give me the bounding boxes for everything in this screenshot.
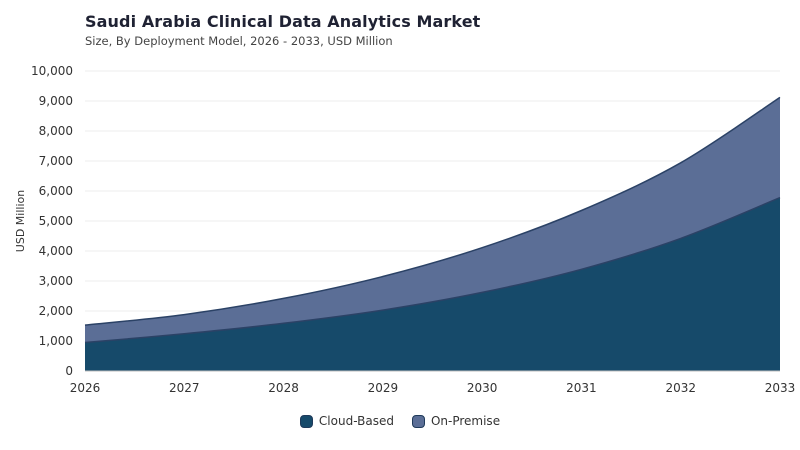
chart-title: Saudi Arabia Clinical Data Analytics Mar…: [85, 12, 481, 31]
legend-swatch-cloud-based: [299, 414, 313, 428]
y-tick-label: 10,000: [31, 64, 73, 78]
y-tick-label: 6,000: [39, 184, 73, 198]
x-tick-label: 2030: [467, 381, 498, 395]
area-cloud-based: [85, 197, 780, 371]
series-line-on-premise: [84, 96, 781, 326]
legend: Cloud-Based On-Premise: [0, 414, 800, 428]
series-line-cloud-based: [84, 196, 781, 344]
y-tick-label: 9,000: [39, 94, 73, 108]
legend-swatch-on-premise: [411, 414, 425, 428]
y-axis-title: USD Million: [14, 190, 27, 252]
x-tick-label: 2028: [268, 381, 299, 395]
y-tick-label: 0: [65, 364, 73, 378]
x-tick-label: 2029: [368, 381, 399, 395]
chart-subtitle: Size, By Deployment Model, 2026 - 2033, …: [85, 34, 393, 48]
legend-label-cloud-based: Cloud-Based: [318, 414, 394, 428]
y-tick-label: 1,000: [39, 334, 73, 348]
legend-label-on-premise: On-Premise: [430, 414, 501, 428]
area-on-premise: [85, 97, 780, 343]
x-tick-label: 2031: [566, 381, 597, 395]
y-tick-label: 2,000: [39, 304, 73, 318]
x-tick-label: 2027: [169, 381, 200, 395]
y-tick-label: 3,000: [39, 274, 73, 288]
legend-item-on-premise[interactable]: On-Premise: [411, 414, 501, 428]
x-tick-label: 2032: [665, 381, 696, 395]
x-tick-label: 2033: [765, 381, 796, 395]
x-tick-label: 2026: [70, 381, 101, 395]
y-tick-label: 5,000: [39, 214, 73, 228]
y-tick-label: 4,000: [39, 244, 73, 258]
y-tick-label: 7,000: [39, 154, 73, 168]
legend-item-cloud-based[interactable]: Cloud-Based: [299, 414, 394, 428]
y-tick-label: 8,000: [39, 124, 73, 138]
